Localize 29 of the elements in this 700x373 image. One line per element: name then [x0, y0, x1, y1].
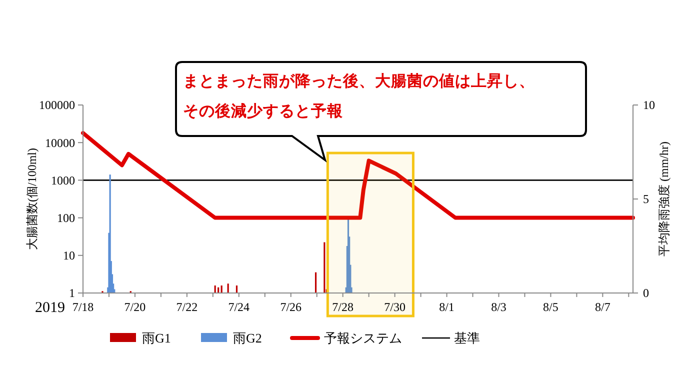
x-tick-label: 7/22: [176, 300, 198, 314]
y2-axis-title: 平均降雨強度 (mm/hr): [657, 142, 671, 256]
x-tick-label: 7/26: [280, 300, 302, 314]
y-tick-label: 1: [69, 286, 75, 300]
y-tick-label: 10: [63, 248, 75, 263]
y2-tick-label: 5: [643, 192, 649, 206]
annotation: その後減少すると予報: [183, 102, 344, 120]
x-tick-label: 7/18: [72, 300, 94, 314]
x-tick-label: 8/5: [543, 300, 558, 314]
legend-label: 基準: [454, 330, 480, 346]
y-axis-title: 大腸菌数(個/100ml): [25, 148, 39, 250]
x-axis-title: 2019: [35, 300, 65, 316]
legend-label: 雨G1: [142, 330, 171, 346]
x-tick-label: 8/7: [595, 300, 610, 314]
x-tick-label: 8/3: [491, 300, 506, 314]
y-tick-label: 100: [57, 211, 75, 225]
x-tick-label: 7/20: [124, 300, 146, 314]
text: まとまった雨が降った後、大腸菌の値は上昇し、: [183, 72, 535, 90]
legend-label: 雨G2: [233, 330, 262, 346]
y2-tick-label: 10: [643, 98, 655, 112]
x-tick-label: 7/24: [228, 300, 250, 314]
legend-label: 予報システム: [324, 330, 402, 346]
x-tick-label: 7/30: [384, 300, 406, 314]
y-tick-label: 1000: [51, 173, 75, 188]
y-tick-label: 100000: [39, 98, 75, 112]
y-tick-label: 10000: [45, 136, 75, 150]
y2-tick-label: 0: [643, 286, 649, 300]
x-tick-label: 7/28: [332, 300, 354, 314]
x-tick-label: 8/1: [439, 300, 454, 314]
